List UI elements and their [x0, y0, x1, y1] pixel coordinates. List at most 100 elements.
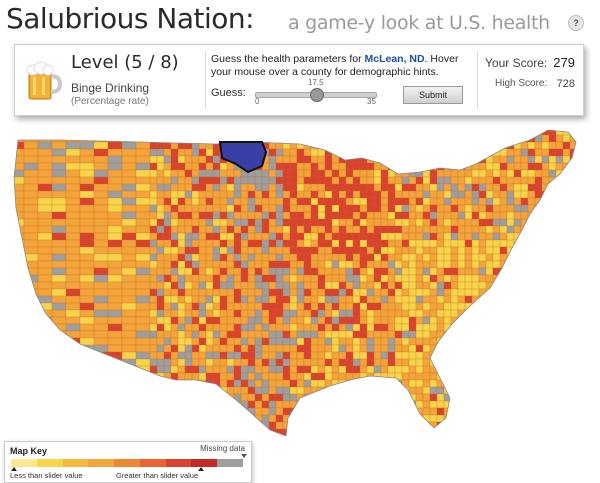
county[interactable]: [156, 337, 165, 346]
county[interactable]: [261, 204, 270, 213]
county[interactable]: [415, 302, 424, 311]
county[interactable]: [317, 309, 326, 318]
county[interactable]: [345, 435, 354, 440]
county[interactable]: [205, 246, 214, 255]
county[interactable]: [471, 134, 480, 143]
county[interactable]: [359, 330, 368, 339]
county[interactable]: [429, 281, 438, 290]
county[interactable]: [422, 197, 431, 206]
county[interactable]: [205, 435, 214, 440]
county[interactable]: [282, 386, 291, 395]
county[interactable]: [289, 372, 298, 381]
county[interactable]: [548, 218, 557, 227]
county[interactable]: [51, 344, 67, 353]
county[interactable]: [569, 407, 577, 416]
county[interactable]: [394, 204, 403, 213]
county[interactable]: [191, 407, 200, 416]
county[interactable]: [562, 260, 571, 269]
county[interactable]: [478, 421, 487, 430]
county[interactable]: [513, 302, 522, 311]
county[interactable]: [352, 337, 361, 346]
county[interactable]: [380, 211, 389, 220]
county[interactable]: [170, 155, 179, 164]
county[interactable]: [296, 358, 305, 367]
county[interactable]: [471, 358, 480, 367]
county[interactable]: [555, 330, 564, 339]
county[interactable]: [584, 268, 591, 275]
county[interactable]: [163, 176, 172, 185]
county[interactable]: [51, 155, 67, 164]
county[interactable]: [324, 128, 333, 136]
county[interactable]: [394, 190, 403, 199]
county[interactable]: [584, 408, 591, 415]
county[interactable]: [37, 302, 53, 311]
county[interactable]: [408, 190, 417, 199]
county[interactable]: [317, 141, 326, 150]
county[interactable]: [10, 176, 25, 185]
county[interactable]: [303, 281, 312, 290]
county[interactable]: [135, 128, 151, 136]
county[interactable]: [422, 288, 431, 297]
county[interactable]: [471, 267, 480, 276]
county[interactable]: [37, 393, 53, 402]
county[interactable]: [408, 344, 417, 353]
county[interactable]: [338, 358, 347, 367]
county[interactable]: [177, 176, 186, 185]
county[interactable]: [247, 190, 256, 199]
county[interactable]: [37, 183, 53, 192]
county[interactable]: [366, 128, 375, 136]
county[interactable]: [373, 295, 382, 304]
county[interactable]: [429, 435, 438, 440]
county[interactable]: [562, 183, 571, 192]
county[interactable]: [513, 183, 522, 192]
county[interactable]: [366, 190, 375, 199]
county[interactable]: [177, 344, 186, 353]
county[interactable]: [184, 393, 193, 402]
county[interactable]: [149, 169, 158, 178]
county[interactable]: [415, 148, 424, 157]
county[interactable]: [352, 295, 361, 304]
county[interactable]: [464, 358, 473, 367]
county[interactable]: [541, 414, 550, 423]
county[interactable]: [268, 128, 277, 136]
county[interactable]: [233, 134, 242, 143]
county[interactable]: [555, 344, 564, 353]
county[interactable]: [219, 435, 228, 440]
county[interactable]: [121, 386, 137, 395]
county[interactable]: [373, 400, 382, 409]
county[interactable]: [51, 190, 67, 199]
county[interactable]: [541, 337, 550, 346]
county[interactable]: [289, 134, 298, 143]
county[interactable]: [303, 253, 312, 262]
county[interactable]: [534, 141, 543, 150]
county[interactable]: [212, 435, 221, 440]
county[interactable]: [51, 323, 67, 332]
county[interactable]: [464, 190, 473, 199]
county[interactable]: [149, 183, 158, 192]
county[interactable]: [541, 225, 550, 234]
county[interactable]: [338, 162, 347, 171]
county[interactable]: [23, 365, 39, 374]
county[interactable]: [527, 414, 536, 423]
county[interactable]: [310, 134, 319, 143]
county[interactable]: [282, 351, 291, 360]
county[interactable]: [324, 134, 333, 143]
county[interactable]: [366, 386, 375, 395]
county[interactable]: [233, 309, 242, 318]
county[interactable]: [219, 358, 228, 367]
county[interactable]: [65, 288, 81, 297]
county[interactable]: [65, 435, 81, 440]
county[interactable]: [212, 134, 221, 143]
county[interactable]: [569, 309, 577, 318]
county[interactable]: [184, 295, 193, 304]
county[interactable]: [584, 226, 591, 233]
county[interactable]: [422, 134, 431, 143]
county[interactable]: [457, 239, 466, 248]
county[interactable]: [569, 190, 577, 199]
county[interactable]: [205, 365, 214, 374]
county[interactable]: [296, 190, 305, 199]
county[interactable]: [79, 246, 95, 255]
county[interactable]: [562, 428, 571, 436]
county[interactable]: [373, 379, 382, 388]
county[interactable]: [184, 316, 193, 325]
